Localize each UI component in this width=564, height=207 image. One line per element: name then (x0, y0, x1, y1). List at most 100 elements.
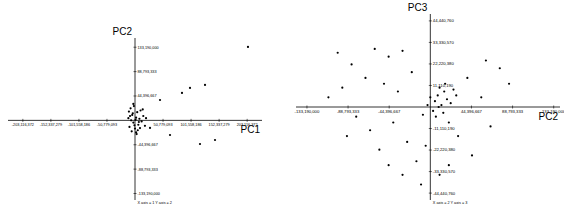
point (159, 99, 161, 101)
y-tick (134, 71, 137, 72)
point (378, 149, 380, 151)
point (438, 106, 440, 108)
y-tick-label: -44,440,760 (433, 191, 456, 196)
x-tick-label: -44,396,667 (378, 109, 401, 114)
y-tick-label: -22,220,380 (433, 147, 456, 152)
x-axis (296, 107, 560, 108)
point (397, 90, 399, 92)
x-tick-label: -133,190,000 (295, 109, 320, 114)
point (130, 119, 132, 121)
points (127, 46, 249, 145)
point (141, 120, 143, 122)
point (480, 96, 482, 98)
point (138, 118, 140, 120)
y-tick-label: -11,110,190 (433, 126, 455, 131)
point (438, 87, 440, 89)
y-tick-label: 44,440,760 (433, 18, 455, 23)
y-tick (429, 85, 432, 86)
annotation: X axis = 2 Y axis = 3 (433, 201, 467, 205)
x-tick-label: -152,337,279 (40, 123, 62, 127)
point (369, 129, 371, 131)
point (199, 143, 201, 145)
point (133, 105, 135, 107)
point (138, 121, 140, 123)
point (455, 94, 457, 96)
point (374, 48, 376, 50)
point (438, 174, 440, 176)
x-tick-label: -88,793,333 (337, 109, 360, 114)
point (134, 128, 136, 130)
point (422, 114, 424, 116)
x-tick-label: 152,337,279 (209, 123, 230, 127)
point (127, 117, 129, 119)
y-tick-label: 11,110,190 (433, 83, 454, 88)
point (181, 92, 183, 94)
point (128, 126, 130, 128)
y-axis-label: PC2 (113, 26, 133, 37)
point (133, 124, 135, 126)
point (401, 174, 403, 176)
point (401, 50, 403, 52)
annotation: X axis = 1 Y axis = 2 (138, 201, 172, 205)
point (129, 115, 131, 117)
point (420, 183, 422, 185)
x-tick (247, 119, 248, 122)
panel: -203,116,372-152,337,279-101,558,186-50,… (8, 26, 262, 205)
point (446, 98, 448, 100)
point (204, 84, 206, 86)
y-tick (134, 169, 137, 170)
point (131, 130, 133, 132)
point (139, 127, 141, 129)
point (137, 129, 139, 131)
y-tick-label: 88,793,333 (138, 70, 157, 74)
x-tick (219, 119, 220, 122)
y-tick-label: 33,330,570 (433, 40, 455, 45)
point (437, 94, 439, 96)
point (144, 125, 146, 127)
y-tick (134, 47, 137, 48)
point (364, 77, 366, 79)
point (452, 88, 454, 90)
y-tick-label: 44,396,667 (138, 94, 157, 98)
point (129, 107, 131, 109)
point (415, 160, 417, 162)
point (443, 90, 445, 92)
point (508, 83, 510, 85)
point (132, 121, 134, 123)
point (466, 77, 468, 79)
y-tick-label: -88,793,333 (138, 168, 158, 172)
y-axis-label: PC3 (408, 2, 428, 13)
point (388, 164, 390, 166)
y-tick (134, 193, 137, 194)
y-tick (429, 150, 432, 151)
y-tick (429, 63, 432, 64)
point (388, 56, 390, 58)
point (450, 102, 452, 104)
x-tick (78, 119, 79, 122)
point (350, 63, 352, 65)
point (137, 124, 139, 126)
y-tick (429, 171, 432, 172)
point (457, 135, 459, 137)
y-tick (429, 42, 432, 43)
point (448, 121, 450, 123)
point (346, 135, 348, 137)
x-tick (50, 119, 51, 122)
x-tick-label: -50,779,093 (97, 123, 117, 127)
point (383, 83, 385, 85)
point (189, 87, 191, 89)
point (392, 121, 394, 123)
point (145, 117, 147, 119)
point (169, 134, 171, 136)
y-tick (134, 95, 137, 96)
panel: -133,190,000-88,793,333-44,396,66744,396… (295, 2, 564, 205)
x-tick-label: 101,558,186 (181, 123, 202, 127)
point (429, 96, 431, 98)
point (327, 96, 329, 98)
point (406, 141, 408, 143)
point (432, 110, 434, 112)
point (435, 116, 437, 118)
point (337, 52, 339, 54)
point (135, 131, 137, 133)
x-tick-label: 50,779,093 (154, 123, 173, 127)
